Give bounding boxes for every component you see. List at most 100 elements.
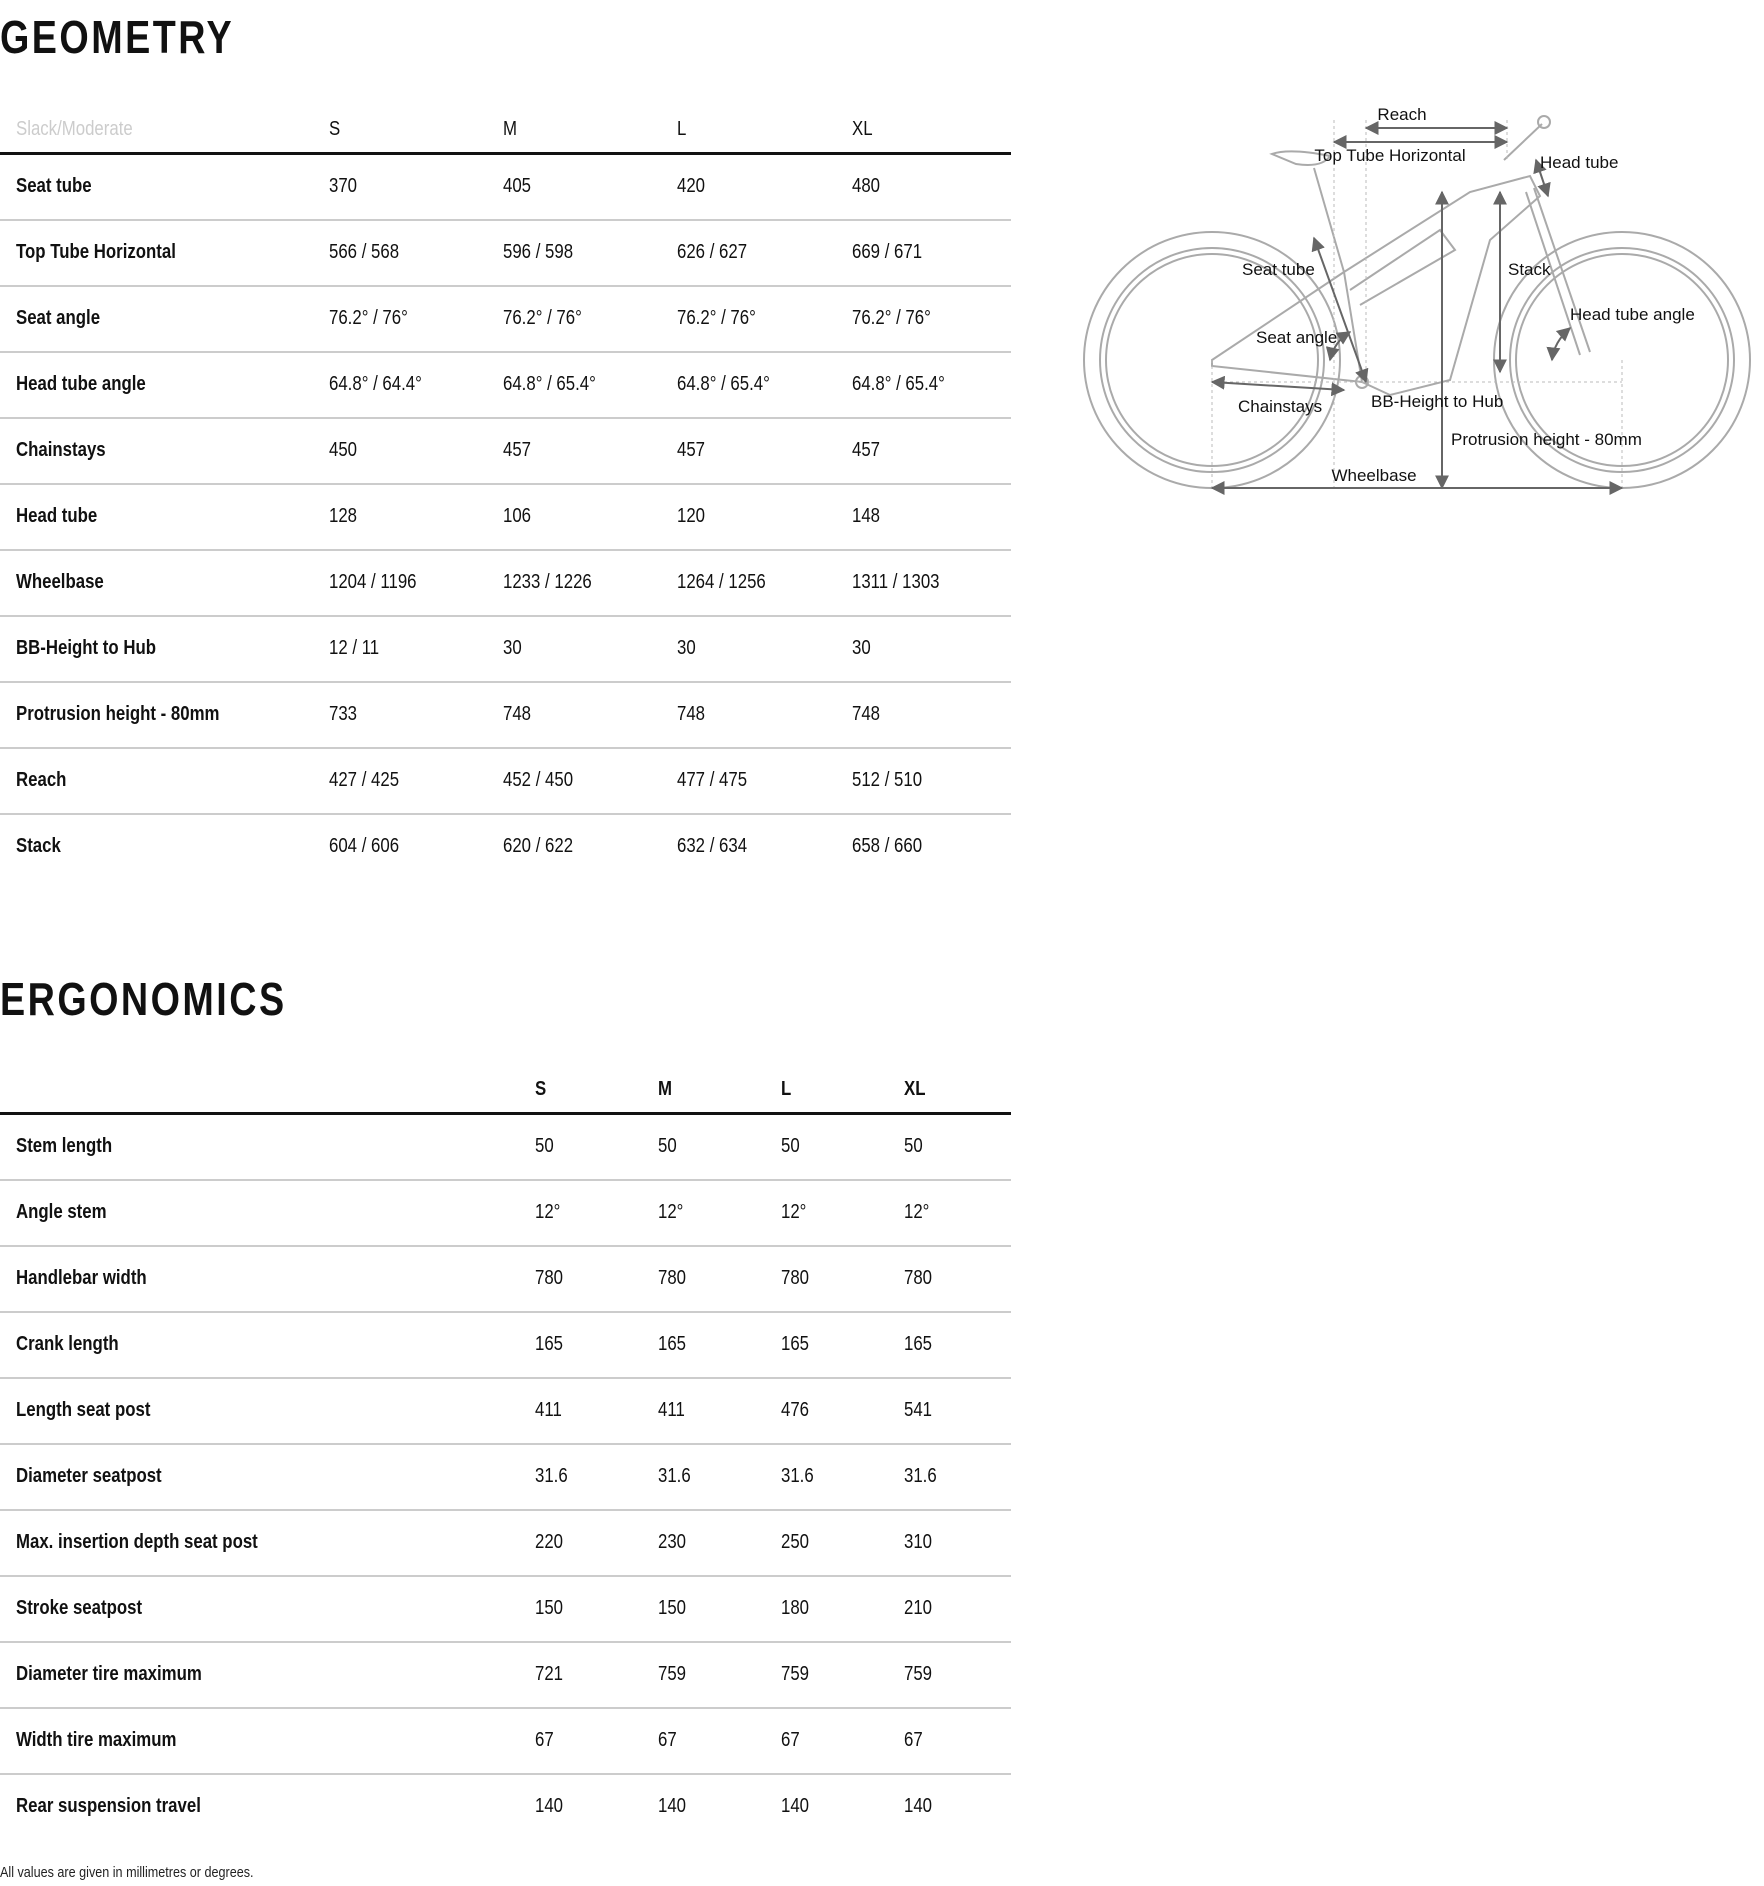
cell-value: 165 bbox=[904, 1333, 933, 1355]
table-header: Slack/Moderate S M L XL bbox=[0, 118, 1011, 155]
row-label: Crank length bbox=[16, 1333, 119, 1355]
row-label: BB-Height to Hub bbox=[16, 637, 156, 659]
cell-value: 596 / 598 bbox=[503, 241, 574, 263]
cell-value: 165 bbox=[658, 1333, 687, 1355]
cell-value: 12° bbox=[535, 1201, 561, 1223]
row-label: Wheelbase bbox=[16, 571, 104, 593]
cell-value: 748 bbox=[677, 703, 706, 725]
cell-value: 31.6 bbox=[535, 1465, 568, 1487]
cell-value: 250 bbox=[781, 1531, 810, 1553]
cell-value: 64.8° / 65.4° bbox=[503, 373, 596, 395]
footnote: All values are given in millimetres or d… bbox=[0, 1864, 254, 1881]
cell-value: 220 bbox=[535, 1531, 564, 1553]
cell-value: 230 bbox=[658, 1531, 687, 1553]
row-label: Diameter tire maximum bbox=[16, 1663, 202, 1685]
table-row: Stroke seatpost 150 150 180 210 bbox=[0, 1577, 1011, 1643]
cell-value: 780 bbox=[658, 1267, 687, 1289]
header-size-xl: XL bbox=[904, 1078, 926, 1100]
cell-value: 12° bbox=[781, 1201, 807, 1223]
cell-value: 165 bbox=[535, 1333, 564, 1355]
cell-value: 50 bbox=[658, 1135, 677, 1157]
cell-value: 30 bbox=[677, 637, 696, 659]
table-row: Seat tube 370 405 420 480 bbox=[0, 155, 1011, 221]
label-stack: Stack bbox=[1508, 260, 1551, 279]
table-header: S M L XL bbox=[0, 1078, 1011, 1115]
header-size-s: S bbox=[535, 1078, 547, 1100]
table-row: Stack 604 / 606 620 / 622 632 / 634 658 / 66… bbox=[0, 815, 1011, 879]
table-row: Head tube 128 106 120 148 bbox=[0, 485, 1011, 551]
row-label: Width tire maximum bbox=[16, 1729, 177, 1751]
table-row: Max. insertion depth seat post 220 230 250 3… bbox=[0, 1511, 1011, 1577]
cell-value: 67 bbox=[781, 1729, 800, 1751]
cell-value: 632 / 634 bbox=[677, 835, 748, 857]
row-label: Seat tube bbox=[16, 175, 92, 197]
table-row: Top Tube Horizontal 566 / 568 596 / 598 626… bbox=[0, 221, 1011, 287]
cell-value: 31.6 bbox=[904, 1465, 937, 1487]
cell-value: 780 bbox=[535, 1267, 564, 1289]
geometry-title: GEOMETRY bbox=[0, 11, 235, 63]
cell-value: 1233 / 1226 bbox=[503, 571, 592, 593]
cell-value: 64.8° / 65.4° bbox=[677, 373, 770, 395]
table-row: Chainstays 450 457 457 457 bbox=[0, 419, 1011, 485]
label-head-tube-angle: Head tube angle bbox=[1570, 305, 1695, 324]
row-label: Diameter seatpost bbox=[16, 1465, 162, 1487]
cell-value: 140 bbox=[535, 1795, 564, 1817]
bike-geometry-diagram: Reach Top Tube Horizontal Head tube Seat… bbox=[1083, 105, 1751, 495]
cell-value: 457 bbox=[852, 439, 881, 461]
cell-value: 759 bbox=[904, 1663, 933, 1685]
cell-value: 31.6 bbox=[781, 1465, 814, 1487]
row-label: Seat angle bbox=[16, 307, 101, 329]
header-label: Slack/Moderate bbox=[16, 118, 133, 140]
header-size-m: M bbox=[503, 118, 518, 140]
cell-value: 50 bbox=[781, 1135, 800, 1157]
row-label: Head tube angle bbox=[16, 373, 146, 395]
cell-value: 427 / 425 bbox=[329, 769, 400, 791]
cell-value: 480 bbox=[852, 175, 881, 197]
cell-value: 748 bbox=[503, 703, 532, 725]
geometry-table: Slack/Moderate S M L XL Seat tube 370 405 420 480… bbox=[0, 118, 1011, 879]
cell-value: 411 bbox=[658, 1399, 685, 1421]
cell-value: 67 bbox=[658, 1729, 677, 1751]
cell-value: 31.6 bbox=[658, 1465, 691, 1487]
cell-value: 626 / 627 bbox=[677, 241, 748, 263]
row-label: Reach bbox=[16, 769, 67, 791]
cell-value: 1264 / 1256 bbox=[677, 571, 766, 593]
cell-value: 180 bbox=[781, 1597, 810, 1619]
cell-value: 476 bbox=[781, 1399, 810, 1421]
cell-value: 1204 / 1196 bbox=[329, 571, 417, 593]
cell-value: 759 bbox=[781, 1663, 810, 1685]
bike-drawing bbox=[1083, 115, 1751, 489]
cell-value: 457 bbox=[677, 439, 706, 461]
table-row: Wheelbase 1204 / 1196 1233 / 1226 1264 / 12… bbox=[0, 551, 1011, 617]
table-row: Protrusion height - 80mm 733 748 748 748 bbox=[0, 683, 1011, 749]
table-row: Seat angle 76.2° / 76° 76.2° / 76° 76.2° / … bbox=[0, 287, 1011, 353]
row-label: Protrusion height - 80mm bbox=[16, 703, 220, 725]
cell-value: 457 bbox=[503, 439, 532, 461]
cell-value: 210 bbox=[904, 1597, 933, 1619]
row-label: Stem length bbox=[16, 1135, 113, 1157]
label-seat-angle: Seat angle bbox=[1256, 328, 1337, 347]
cell-value: 1311 / 1303 bbox=[852, 571, 940, 593]
table-row: BB-Height to Hub 12 / 11 30 30 30 bbox=[0, 617, 1011, 683]
table-row: Angle stem 12° 12° 12° 12° bbox=[0, 1181, 1011, 1247]
row-label: Handlebar width bbox=[16, 1267, 147, 1289]
cell-value: 140 bbox=[781, 1795, 810, 1817]
cell-value: 67 bbox=[904, 1729, 923, 1751]
cell-value: 310 bbox=[904, 1531, 933, 1553]
table-row: Reach 427 / 425 452 / 450 477 / 475 512 / 51… bbox=[0, 749, 1011, 815]
cell-value: 780 bbox=[781, 1267, 810, 1289]
cell-value: 150 bbox=[658, 1597, 687, 1619]
label-head-tube: Head tube bbox=[1540, 153, 1618, 172]
row-label: Head tube bbox=[16, 505, 98, 527]
row-label: Rear suspension travel bbox=[16, 1795, 201, 1817]
label-bb-height: BB-Height to Hub bbox=[1371, 392, 1503, 411]
table-row: Stem length 50 50 50 50 bbox=[0, 1115, 1011, 1181]
cell-value: 76.2° / 76° bbox=[852, 307, 931, 329]
cell-value: 12° bbox=[658, 1201, 684, 1223]
header-size-m: M bbox=[658, 1078, 673, 1100]
header-size-xl: XL bbox=[852, 118, 873, 140]
cell-value: 76.2° / 76° bbox=[503, 307, 582, 329]
cell-value: 64.8° / 64.4° bbox=[329, 373, 422, 395]
row-label: Length seat post bbox=[16, 1399, 151, 1421]
table-row: Width tire maximum 67 67 67 67 bbox=[0, 1709, 1011, 1775]
